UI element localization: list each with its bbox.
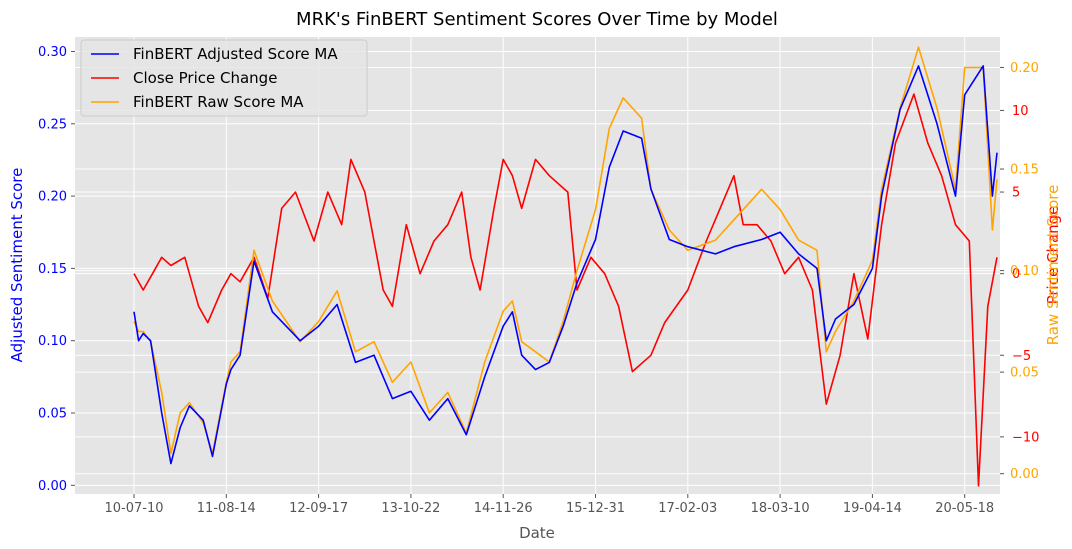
x-tick-label: 18-03-10: [751, 501, 810, 516]
x-tick-label: 13-10-22: [381, 501, 440, 516]
x-tick-label: 15-12-31: [566, 501, 625, 516]
x-tick-label: 20-05-18: [935, 501, 994, 516]
chart-title: MRK's FinBERT Sentiment Scores Over Time…: [296, 9, 778, 30]
price-tick-label: 0: [1012, 267, 1020, 282]
right-axis-raw: 0.00 0.05 0.10 0.15 0.20: [1000, 61, 1039, 482]
right-axis-label-raw: Raw Sentiment Score: [1044, 185, 1062, 346]
price-tick-label: −5: [1012, 349, 1031, 364]
series-lines: [133, 46, 998, 487]
series-line-close-price-change: [133, 93, 998, 487]
left-tick-label: 0.05: [38, 407, 67, 422]
legend-box: [80, 39, 368, 117]
right-axis-label-price: Price Change: [1044, 206, 1062, 305]
x-axis-label: Date: [519, 524, 555, 542]
x-tick-label: 10-07-10: [104, 501, 163, 516]
series-line-finbert-adjusted-score-ma: [133, 65, 998, 465]
raw-tick-label: 0.05: [1010, 366, 1039, 381]
legend-label-raw: FinBERT Raw Score MA: [133, 93, 304, 111]
price-tick-label: 10: [1012, 104, 1029, 119]
x-tick-label: 11-08-14: [197, 501, 256, 516]
raw-tick-label: 0.15: [1010, 163, 1039, 178]
price-tick-label: −10: [1012, 430, 1039, 445]
right-axis-price: −10 −5 0 5 10: [1000, 104, 1039, 445]
left-tick-label: 0.10: [38, 334, 67, 349]
left-tick-label: 0.20: [38, 190, 67, 205]
price-tick-label: 5: [1012, 186, 1020, 201]
legend-label-price: Close Price Change: [133, 69, 277, 87]
legend: FinBERT Adjusted Score MA Close Price Ch…: [80, 39, 368, 117]
x-tick-label: 17-02-03: [658, 501, 717, 516]
left-tick-label: 0.25: [38, 117, 67, 132]
left-tick-label: 0.30: [38, 45, 67, 60]
raw-tick-label: 0.10: [1010, 264, 1039, 279]
x-tick-label: 14-11-26: [474, 501, 533, 516]
legend-label-adjusted: FinBERT Adjusted Score MA: [133, 45, 338, 63]
raw-tick-label: 0.00: [1010, 467, 1039, 482]
raw-tick-label: 0.20: [1010, 61, 1039, 76]
left-tick-label: 0.00: [38, 479, 67, 494]
left-tick-label: 0.15: [38, 262, 67, 277]
left-axis-label: Adjusted Sentiment Score: [8, 168, 26, 363]
x-axis: 10-07-10 11-08-14 12-09-17 13-10-22 14-11-26…: [104, 494, 994, 516]
left-axis: 0.00 0.05 0.10 0.15 0.20 0.25 0.30: [38, 45, 75, 494]
x-tick-label: 19-04-14: [843, 501, 902, 516]
x-tick-label: 12-09-17: [289, 501, 348, 516]
